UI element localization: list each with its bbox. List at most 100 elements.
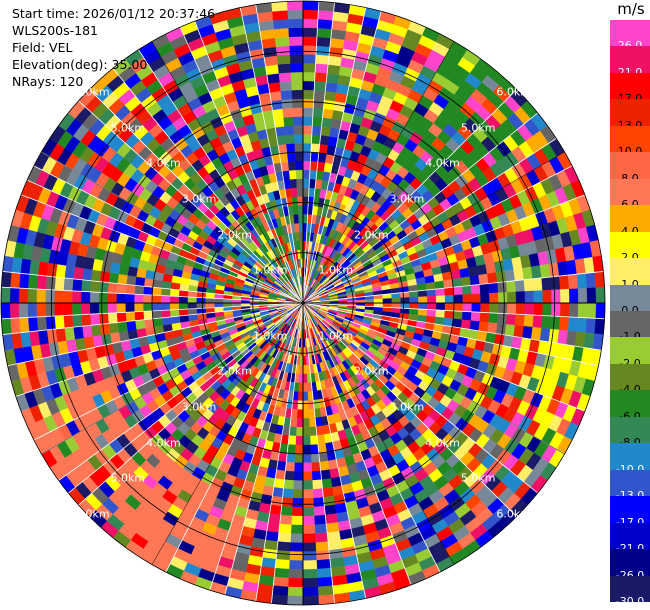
velocity-cell <box>290 187 298 198</box>
velocity-cell <box>322 487 334 498</box>
velocity-cell <box>72 314 83 328</box>
velocity-cell <box>54 302 64 317</box>
velocity-cell <box>470 284 481 295</box>
velocity-cell <box>286 143 296 153</box>
instrument-name: WLS200s-181 <box>12 23 98 38</box>
velocity-cell <box>302 497 314 508</box>
velocity-cell <box>276 541 291 552</box>
velocity-cell <box>315 45 331 56</box>
velocity-cell <box>36 274 47 290</box>
velocity-cell <box>451 277 463 288</box>
velocity-cell <box>265 64 280 76</box>
velocity-cell <box>272 10 289 21</box>
velocity-cell <box>187 302 197 310</box>
velocity-cell <box>1 271 12 288</box>
velocity-cell <box>64 265 76 280</box>
velocity-cell <box>292 98 304 109</box>
velocity-cell <box>152 287 162 296</box>
velocity-cell <box>294 444 304 455</box>
velocity-cell <box>470 311 481 322</box>
velocity-cell <box>99 323 111 336</box>
velocity-cell <box>269 504 282 516</box>
velocity-cell <box>324 504 337 516</box>
velocity-cell <box>299 231 304 242</box>
velocity-cell <box>290 533 304 543</box>
velocity-cell <box>286 453 296 463</box>
velocity-cell <box>142 294 153 304</box>
velocity-cell <box>18 317 30 333</box>
velocity-cell <box>18 273 30 289</box>
velocity-cell <box>316 559 332 570</box>
velocity-cell <box>98 302 109 314</box>
velocity-cell <box>497 302 508 314</box>
velocity-cell <box>9 302 20 319</box>
velocity-cell <box>567 316 579 332</box>
velocity-cell <box>312 116 323 127</box>
velocity-cell <box>263 55 279 67</box>
velocity-cell <box>309 435 319 446</box>
velocity-cell <box>435 295 446 304</box>
velocity-cell <box>280 506 293 517</box>
velocity-cell <box>317 585 334 596</box>
velocity-cell <box>480 302 490 313</box>
velocity-cell <box>277 63 292 74</box>
velocity-cell <box>324 90 337 102</box>
colorbar: 26.021.017.013.010.08.06.04.02.01.00.0-1… <box>610 20 650 608</box>
velocity-cell <box>288 27 304 38</box>
range-ring-label: 5.0km <box>110 121 146 135</box>
velocity-cell <box>311 125 322 136</box>
velocity-cell <box>297 391 304 401</box>
velocity-cell <box>317 152 327 163</box>
velocity-cell <box>126 275 137 286</box>
velocity-cell <box>302 480 313 490</box>
velocity-cell <box>89 313 100 326</box>
velocity-cell <box>270 99 283 111</box>
velocity-cell <box>595 287 606 304</box>
velocity-cell <box>299 364 304 375</box>
velocity-cell <box>515 302 526 315</box>
velocity-cell <box>275 550 291 561</box>
velocity-cell <box>196 297 206 304</box>
velocity-cell <box>302 107 314 117</box>
velocity-cell <box>522 266 533 280</box>
velocity-cell <box>302 160 311 171</box>
velocity-cell <box>81 268 93 281</box>
velocity-cell <box>289 542 304 552</box>
velocity-cell <box>285 134 295 145</box>
velocity-cell <box>506 291 517 304</box>
velocity-cell <box>290 63 304 73</box>
velocity-cell <box>542 302 552 317</box>
velocity-cell <box>295 427 304 437</box>
velocity-cell <box>296 409 304 419</box>
velocity-cell <box>302 125 313 135</box>
velocity-cell <box>443 279 454 289</box>
velocity-cell <box>302 98 314 109</box>
velocity-cell <box>323 99 336 111</box>
velocity-cell <box>302 453 312 464</box>
velocity-cell <box>302 178 310 188</box>
velocity-cell <box>273 18 289 30</box>
velocity-cell <box>576 273 588 289</box>
velocity-cell <box>302 89 315 100</box>
velocity-cell <box>291 80 304 91</box>
velocity-cell <box>323 495 336 507</box>
velocity-cell <box>18 302 29 319</box>
velocity-cell <box>295 169 304 179</box>
velocity-cell <box>293 116 304 126</box>
velocity-cell <box>125 311 136 322</box>
velocity-cell <box>409 296 419 304</box>
velocity-cell <box>289 551 304 561</box>
velocity-cell <box>541 276 552 291</box>
range-ring-label: 1.0km <box>318 329 354 343</box>
velocity-cell <box>497 313 508 325</box>
velocity-cell <box>107 302 117 314</box>
velocity-cell <box>586 287 597 304</box>
velocity-cell <box>302 542 317 552</box>
velocity-cell <box>45 302 55 317</box>
velocity-cell <box>187 296 197 304</box>
velocity-cell <box>290 524 304 535</box>
velocity-cell <box>550 275 561 291</box>
velocity-cell <box>309 160 319 171</box>
velocity-cell <box>310 152 319 162</box>
velocity-cell <box>576 317 588 333</box>
